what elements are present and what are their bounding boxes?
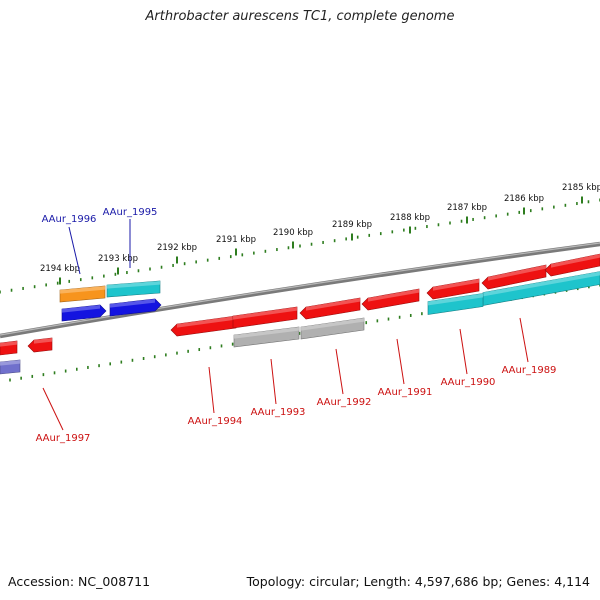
gene-arrow-highlight [233, 307, 297, 320]
gene-aaur-1994b[interactable] [232, 306, 298, 329]
gene-arrow-highlight [62, 305, 100, 313]
gene-label-aaur-1992[interactable]: AAur_1992 [317, 397, 372, 408]
gene-arrow-highlight [60, 286, 105, 294]
gene-arrow-highlight [0, 360, 20, 366]
gene-label-aaur-1995[interactable]: AAur_1995 [103, 207, 158, 218]
gene-leader-line [396, 338, 405, 385]
gene-leader-line [335, 348, 344, 395]
tick-label: 2194 kbp [40, 264, 80, 274]
gene-arrow-highlight [110, 299, 155, 308]
gene-arrow-highlight [306, 298, 360, 311]
genome-title: Arthrobacter aurescens TC1, complete gen… [145, 9, 455, 24]
gene-aaur-1997[interactable] [27, 337, 53, 353]
gene-purple-partial[interactable] [0, 359, 21, 375]
gene-arrow-highlight [0, 341, 17, 347]
tick-label: 2189 kbp [332, 220, 372, 230]
gene-arrow-highlight [483, 271, 600, 297]
gene-arrow-highlight [433, 279, 479, 291]
tick-label: 2187 kbp [447, 203, 487, 213]
gene-aaur-1995[interactable] [109, 298, 162, 317]
gene-label-aaur-1993[interactable]: AAur_1993 [251, 407, 306, 418]
gene-aaur-1990-cyan[interactable] [427, 293, 484, 315]
gene-aaur-1993[interactable] [299, 297, 361, 320]
tick-label: 2190 kbp [273, 228, 313, 238]
gene-arrow-highlight [368, 289, 419, 302]
gene-leader-line [68, 226, 81, 275]
tick-label: 2186 kbp [504, 194, 544, 204]
gene-aaur-1996-orange[interactable] [59, 285, 106, 303]
genome-backbone [0, 241, 600, 339]
gene-aaur-1994[interactable] [170, 315, 237, 337]
gene-arrow-highlight [177, 316, 236, 328]
backbone-track [0, 241, 600, 339]
tick-label: 2185 kbp [562, 183, 600, 193]
gene-arrow-highlight [301, 318, 364, 331]
gene-leader-line [270, 358, 277, 405]
gene-aaur-1990-outer[interactable] [481, 264, 547, 290]
gene-label-aaur-1997[interactable]: AAur_1997 [36, 433, 91, 444]
accession-text: Accession: NC_008711 [8, 574, 151, 589]
gene-aaur-1992[interactable] [300, 317, 365, 340]
gene-aaur-1991[interactable] [361, 288, 420, 311]
gene-arrow-highlight [107, 281, 160, 289]
gene-label-layer: AAur_1996 AAur_1995 AAur_1997 AAur_1994 AAur… [36, 207, 557, 444]
gene-aaur-1997-partial[interactable] [0, 340, 18, 356]
gene-label-aaur-1994[interactable]: AAur_1994 [188, 416, 243, 427]
tick-track: 2194 kbp 2193 kbp 2192 kbp 2191 kbp 2190 kbp… [0, 183, 600, 382]
gene-label-aaur-1996[interactable]: AAur_1996 [42, 214, 97, 225]
gene-label-aaur-1991[interactable]: AAur_1991 [378, 387, 433, 398]
gene-arrow-highlight [234, 327, 299, 339]
gene-leader-line [208, 366, 215, 414]
gene-arrow-highlight [428, 293, 483, 306]
gene-track [0, 253, 600, 375]
gene-label-aaur-1989[interactable]: AAur_1989 [502, 365, 557, 376]
tick-label: 2193 kbp [98, 254, 138, 264]
gene-arrow-highlight [551, 254, 600, 268]
gene-aaur-1990[interactable] [426, 278, 480, 300]
gene-leader-line [42, 387, 64, 431]
genome-summary-text: Topology: circular; Length: 4,597,686 bp… [246, 574, 590, 589]
gene-arrow-highlight [488, 265, 546, 281]
gene-aaur-1993-gray[interactable] [233, 326, 300, 348]
gene-aaur-1996[interactable] [61, 304, 107, 322]
tick-label: 2188 kbp [390, 213, 430, 223]
gene-leader-line [459, 328, 468, 375]
gene-leader-line [519, 317, 529, 363]
gene-label-aaur-1990[interactable]: AAur_1990 [441, 377, 496, 388]
gene-aaur-1989-outer[interactable] [544, 253, 600, 277]
tick-label: 2192 kbp [157, 243, 197, 253]
gene-arrow-highlight [34, 338, 52, 344]
tick-label: 2191 kbp [216, 235, 256, 245]
gene-aaur-1995-cyan[interactable] [106, 280, 161, 298]
genome-backbone-highlight [0, 242, 600, 336]
